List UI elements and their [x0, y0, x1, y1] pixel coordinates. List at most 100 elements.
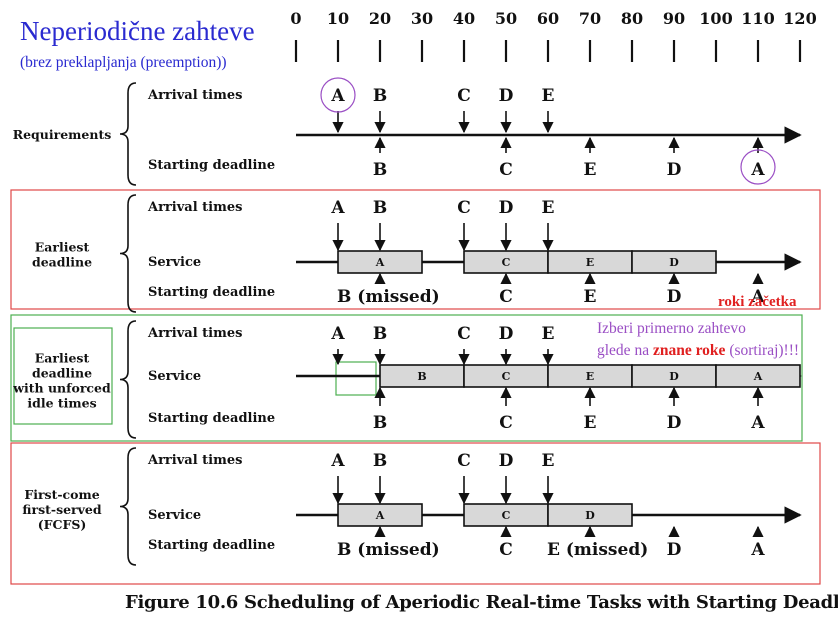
- group-brace: [119, 82, 137, 186]
- arrival-label-B: B: [373, 451, 387, 471]
- axis-tick-label: 70: [579, 9, 601, 28]
- row-label-deadline: Starting deadline: [148, 538, 275, 553]
- deadline-label-D: D: [667, 540, 682, 560]
- highlight-circle-arrival-A: [320, 77, 356, 113]
- deadline-label-A: A: [750, 413, 765, 433]
- arrival-label-E: E: [542, 324, 555, 344]
- service-bar-label: C: [502, 509, 511, 522]
- service-bar-label: D: [669, 256, 679, 269]
- arrival-label-A: A: [330, 324, 345, 344]
- deadline-label-C: C: [499, 287, 513, 307]
- arrival-label-B: B: [373, 324, 387, 344]
- deadline-label-B: B (missed): [337, 540, 440, 560]
- row-label-arrival: Arrival times: [147, 88, 242, 103]
- deadline-label-C: C: [499, 413, 513, 433]
- service-bar-label: E: [586, 370, 594, 383]
- instruction-line-2-post: (sortiraj)!!!: [725, 342, 800, 359]
- group-label-line: with unforced: [12, 381, 111, 396]
- figure-caption: Figure 10.6 Scheduling of Aperiodic Real…: [125, 592, 838, 613]
- deadline-label-E: E: [584, 287, 597, 307]
- axis-tick-label: 0: [290, 9, 301, 28]
- arrival-label-D: D: [499, 86, 514, 106]
- deadline-label-D: D: [667, 413, 682, 433]
- axis-tick-label: 120: [783, 9, 816, 28]
- arrival-label-E: E: [542, 451, 555, 471]
- axis-tick-label: 10: [327, 9, 349, 28]
- group-label-line: Earliest: [35, 240, 90, 255]
- deadline-label-B: B (missed): [337, 287, 440, 307]
- deadline-note: roki začetka: [718, 294, 797, 310]
- slide-title: Neperiodične zahteve: [20, 16, 255, 46]
- group-brace: [119, 194, 137, 313]
- axis-tick-label: 20: [369, 9, 391, 28]
- arrival-label-D: D: [499, 324, 514, 344]
- idle-time-box: [335, 361, 377, 396]
- arrival-label-C: C: [457, 451, 471, 471]
- highlight-circle-deadline-A: [740, 149, 776, 185]
- group-label-box: [13, 327, 113, 425]
- axis-tick-label: 30: [411, 9, 433, 28]
- service-bar-label: E: [586, 256, 594, 269]
- instruction-line-2-pre: glede na: [597, 342, 653, 359]
- deadline-label-B: B: [373, 413, 387, 433]
- deadline-label-E: E: [584, 413, 597, 433]
- row-label-arrival: Arrival times: [147, 453, 242, 468]
- deadline-label-A: A: [750, 160, 765, 180]
- arrival-label-A: A: [330, 86, 345, 106]
- arrival-label-D: D: [499, 451, 514, 471]
- group-brace: [119, 447, 137, 566]
- group-label-line: (FCFS): [38, 517, 87, 532]
- service-bar-label: A: [753, 370, 763, 383]
- service-bar-label: C: [502, 256, 511, 269]
- unforced-idle-box: [10, 314, 803, 442]
- group-label-line: idle times: [27, 396, 96, 411]
- deadline-label-E: E: [584, 160, 597, 180]
- deadline-label-A: A: [750, 287, 765, 307]
- deadline-label-A: A: [750, 540, 765, 560]
- arrival-label-D: D: [499, 198, 514, 218]
- axis-tick-label: 50: [495, 9, 517, 28]
- arrival-label-C: C: [457, 324, 471, 344]
- service-bar-label: D: [585, 509, 595, 522]
- arrival-label-A: A: [330, 451, 345, 471]
- group-label-line: first-served: [22, 502, 101, 517]
- group-label-line: Requirements: [13, 127, 112, 142]
- axis-tick-label: 40: [453, 9, 475, 28]
- instruction-line-2: glede na znane roke (sortiraj)!!!: [597, 340, 799, 362]
- arrival-label-C: C: [457, 86, 471, 106]
- deadline-label-D: D: [667, 160, 682, 180]
- arrival-label-A: A: [330, 198, 345, 218]
- deadline-label-C: C: [499, 160, 513, 180]
- instruction-note: Izberi primerno zahtevo glede na znane r…: [597, 318, 799, 362]
- axis-tick-label: 90: [663, 9, 685, 28]
- service-bar-label: C: [502, 370, 511, 383]
- group-label-line: deadline: [32, 366, 92, 381]
- service-bar-label: A: [375, 509, 385, 522]
- arrival-label-B: B: [373, 198, 387, 218]
- arrival-label-B: B: [373, 86, 387, 106]
- arrival-label-C: C: [457, 198, 471, 218]
- slide-subtitle: (brez preklapljanja (preemption)): [20, 54, 227, 71]
- earliest-deadline-box: [10, 189, 821, 310]
- arrival-label-E: E: [542, 86, 555, 106]
- deadline-label-E: E (missed): [547, 540, 648, 560]
- axis-tick-label: 60: [537, 9, 559, 28]
- deadline-label-C: C: [499, 540, 513, 560]
- group-label-line: Earliest: [35, 351, 90, 366]
- row-label-arrival: Arrival times: [147, 326, 242, 341]
- service-bar-label: A: [375, 256, 385, 269]
- axis-tick-label: 80: [621, 9, 643, 28]
- deadline-label-B: B: [373, 160, 387, 180]
- group-label-line: First-come: [24, 487, 99, 502]
- service-bar-label: B: [417, 370, 426, 383]
- group-brace: [119, 320, 137, 439]
- axis-tick-label: 100: [699, 9, 732, 28]
- instruction-highlight: znane roke: [652, 342, 726, 359]
- service-bar-label: D: [669, 370, 679, 383]
- row-label-arrival: Arrival times: [147, 200, 242, 215]
- row-label-service: Service: [148, 508, 201, 523]
- row-label-service: Service: [148, 369, 201, 384]
- row-label-deadline: Starting deadline: [148, 158, 275, 173]
